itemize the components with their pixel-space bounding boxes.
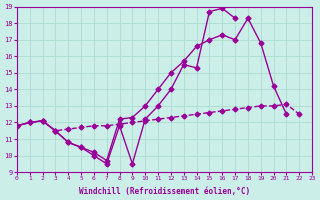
X-axis label: Windchill (Refroidissement éolien,°C): Windchill (Refroidissement éolien,°C) — [79, 187, 250, 196]
